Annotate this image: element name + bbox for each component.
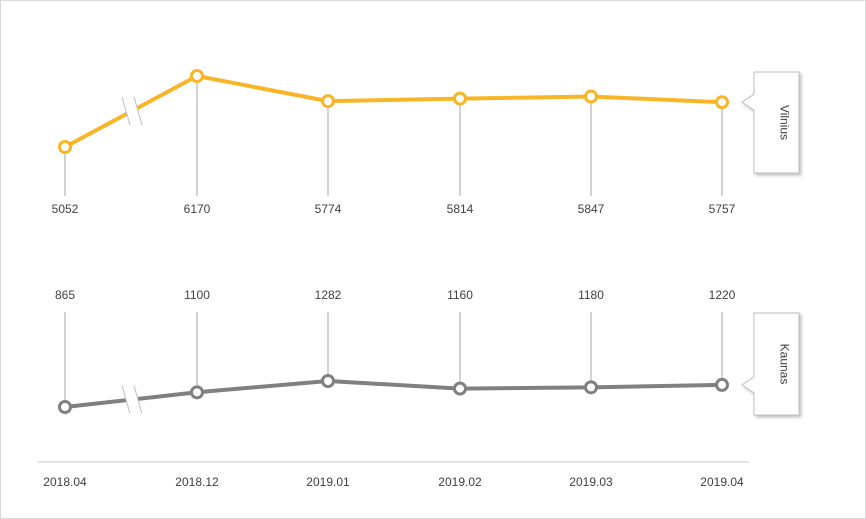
data-label: 1180 <box>578 288 604 302</box>
data-label: 5847 <box>578 202 605 216</box>
data-point <box>584 89 598 104</box>
data-point <box>321 374 335 388</box>
series-name-label: Vilnius <box>778 105 792 140</box>
data-point <box>58 400 72 414</box>
data-point <box>453 91 467 106</box>
x-tick-label: 2019.04 <box>700 475 744 489</box>
series-name-label: Kaunas <box>778 344 792 385</box>
data-point <box>715 377 729 392</box>
series-kaunas: 865 1100 1282 1160 1180 1220 Kaunas <box>55 288 800 416</box>
data-label: 6170 <box>184 202 211 216</box>
data-point <box>190 385 204 400</box>
data-point <box>453 381 467 396</box>
data-label: 5774 <box>315 202 342 216</box>
x-tick-label: 2018.04 <box>43 475 87 489</box>
data-label: 1282 <box>315 288 342 302</box>
data-point <box>715 95 729 110</box>
x-tick-label: 2019.03 <box>569 475 613 489</box>
data-point <box>58 140 72 154</box>
data-point <box>321 94 335 109</box>
data-point <box>584 380 598 395</box>
series-name-tag: Kaunas <box>741 312 800 416</box>
series-line <box>63 74 724 149</box>
series-line <box>63 379 724 409</box>
data-label: 5757 <box>709 202 736 216</box>
axis-break-marker <box>121 385 143 414</box>
data-label: 865 <box>55 288 75 302</box>
data-label: 1160 <box>447 288 473 302</box>
data-label: 5814 <box>447 202 474 216</box>
data-point <box>190 69 204 83</box>
series-vilnius: 5052 6170 5774 5814 5847 5757 Vilnius <box>52 69 800 216</box>
data-label: 1220 <box>709 288 736 302</box>
x-tick-label: 2019.01 <box>306 475 350 489</box>
series-name-tag: Vilnius <box>741 71 800 174</box>
data-label: 1100 <box>184 288 210 302</box>
x-tick-label: 2019.02 <box>438 475 482 489</box>
x-tick-label: 2018.12 <box>175 475 219 489</box>
axis-break-marker <box>121 96 143 126</box>
data-label: 5052 <box>52 202 79 216</box>
